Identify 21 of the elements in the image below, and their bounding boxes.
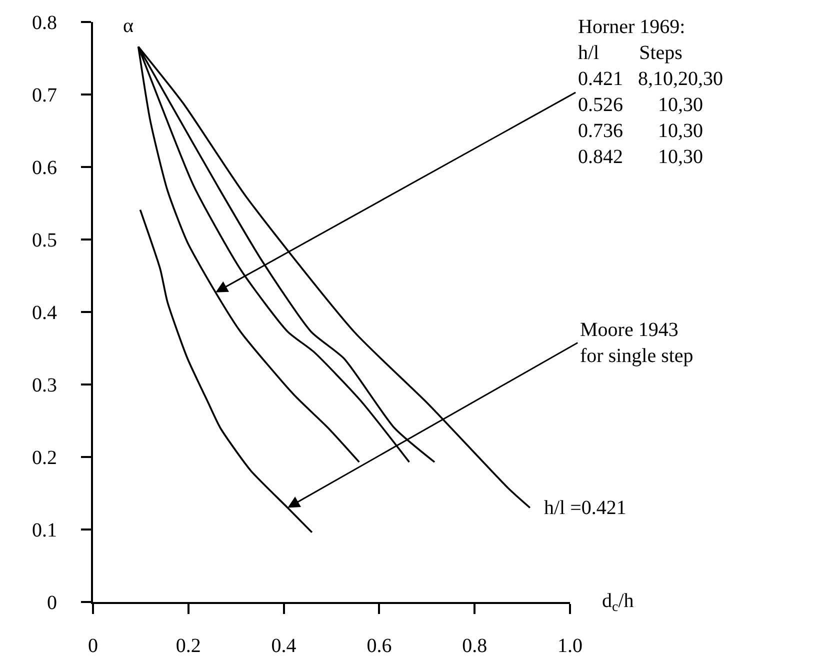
y-tick-label: 0.4 <box>32 302 57 324</box>
x-axis-title: d$_{c}$/h <box>602 590 634 616</box>
x-tick-label: 0.2 <box>176 635 201 657</box>
x-tick-label: 0.6 <box>366 635 392 657</box>
y-tick-label: 0.8 <box>32 12 57 34</box>
y-tick-label: 0.6 <box>32 157 57 179</box>
y-tick-label: 0.7 <box>32 84 57 106</box>
x-tick-label: 1.0 <box>558 635 582 657</box>
y-tick-label: 0.2 <box>32 447 57 469</box>
y-tick-label: 0.3 <box>32 374 57 396</box>
annotation: Horner 1969: h/l Steps 0.421 8,10,20,30 0.526 10,30 0.736 10,30 0.842 10,30 <box>578 16 723 168</box>
line-series <box>139 208 313 534</box>
annotation: h/l =0.421 <box>544 497 626 519</box>
y-tick-label: 0.1 <box>32 520 57 542</box>
y-tick-label: 0.5 <box>32 230 57 252</box>
y-tick-label: 0 <box>47 592 57 614</box>
x-tick-label: 0.4 <box>271 635 296 657</box>
x-tick-label: 0 <box>88 635 98 657</box>
annotation: Moore 1943 for single step <box>580 319 694 367</box>
x-tick-label: 0.8 <box>462 635 488 657</box>
y-axis-title: α <box>123 15 134 37</box>
